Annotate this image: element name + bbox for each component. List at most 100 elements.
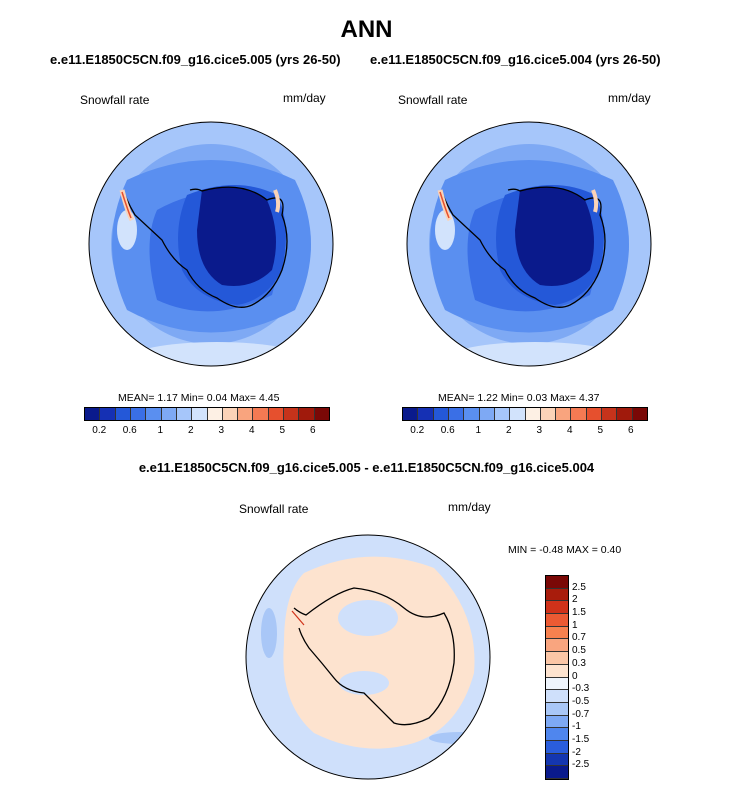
colorbar-swatch (161, 408, 177, 420)
colorbar-tick-label: 2.5 (572, 581, 586, 593)
colorbar-swatch (525, 408, 541, 420)
colorbar-swatch (546, 728, 568, 741)
colorbar-tick-label: 0.6 (122, 425, 137, 436)
colorbar-swatch (299, 408, 315, 420)
colorbar-swatch (494, 408, 511, 420)
colorbar-tick-label: 1.5 (572, 607, 586, 619)
colorbar-swatch (546, 690, 568, 703)
right-polar-map (406, 121, 652, 367)
colorbar-swatch (479, 408, 495, 420)
right-panel-stats: MEAN= 1.22 Min= 0.03 Max= 4.37 (438, 392, 600, 404)
diff-panel-variable-label: Snowfall rate (239, 502, 309, 516)
colorbar-swatch (314, 408, 329, 420)
colorbar-swatch (546, 677, 568, 691)
colorbar-tick-label: 4 (248, 425, 255, 436)
colorbar-tick-label: -1 (572, 721, 581, 733)
colorbar-swatch (176, 408, 193, 420)
colorbar-swatch (115, 408, 131, 420)
colorbar-tick-label: 1 (475, 425, 482, 436)
difference-polar-map (245, 534, 491, 780)
left-colorbar (84, 407, 330, 421)
difference-title: e.e11.E1850C5CN.f09_g16.cice5.005 - e.e1… (138, 460, 595, 475)
colorbar-swatch (222, 408, 239, 420)
right-colorbar (402, 407, 648, 421)
colorbar-swatch (464, 408, 480, 420)
diff-panel-stats: MIN = -0.48 MAX = 0.40 (508, 544, 622, 556)
colorbar-tick-label: 3 (218, 425, 225, 436)
colorbar-tick-label: 0.5 (572, 645, 586, 657)
colorbar-tick-label: 5 (279, 425, 286, 436)
colorbar-swatch (546, 766, 568, 779)
colorbar-swatch (146, 408, 162, 420)
colorbar-swatch (571, 408, 587, 420)
colorbar-tick-label: -2 (572, 746, 581, 758)
colorbar-swatch (546, 753, 568, 767)
colorbar-swatch (207, 408, 223, 420)
colorbar-tick-label: 3 (536, 425, 543, 436)
colorbar-tick-label: 0.2 (92, 425, 107, 436)
left-polar-map (88, 121, 334, 367)
colorbar-swatch (546, 652, 568, 665)
left-panel-variable-label: Snowfall rate (80, 93, 150, 107)
colorbar-tick-label: -0.7 (572, 708, 590, 720)
colorbar-swatch (546, 702, 568, 716)
colorbar-tick-label: 1 (572, 619, 578, 631)
colorbar-tick-label: 6 (309, 425, 316, 436)
colorbar-tick-label: 0.7 (572, 632, 586, 644)
antarctica-coastline (293, 587, 455, 726)
antarctica-interior-low-snow (515, 186, 594, 286)
main-title: ANN (340, 16, 393, 43)
colorbar-swatch (418, 408, 434, 420)
colorbar-swatch (238, 408, 254, 420)
colorbar-tick-label: 0 (572, 670, 578, 682)
right-panel-units: mm/day (608, 91, 651, 105)
colorbar-swatch (546, 588, 568, 602)
colorbar-tick-label: 2 (572, 594, 578, 606)
colorbar-swatch (617, 408, 633, 420)
colorbar-tick-label: 0.6 (440, 425, 455, 436)
colorbar-swatch (433, 408, 449, 420)
colorbar-swatch (546, 626, 568, 640)
difference-colorbar-ticks: 2.5 2 1.5 1 0.7 0.5 0.3 0 -0.3 -0.5 -0.7 -1 -1.5 -2 -2… (572, 575, 612, 780)
left-panel-units: mm/day (283, 91, 326, 105)
colorbar-swatch (284, 408, 300, 420)
colorbar-tick-label: 0.3 (572, 657, 586, 669)
colorbar-swatch (510, 408, 526, 420)
antarctica-coastline (442, 186, 606, 308)
difference-colorbar (545, 575, 569, 780)
left-panel-stats: MEAN= 1.17 Min= 0.04 Max= 4.45 (118, 392, 280, 404)
positive-anomaly-ring (283, 556, 475, 749)
colorbar-swatch (85, 408, 101, 420)
colorbar-swatch (448, 408, 465, 420)
colorbar-swatch (403, 408, 419, 420)
colorbar-swatch (540, 408, 557, 420)
colorbar-swatch (192, 408, 208, 420)
colorbar-swatch (546, 614, 568, 627)
colorbar-tick-label: 5 (597, 425, 604, 436)
right-panel-variable-label: Snowfall rate (398, 93, 468, 107)
subtitle-right-case: e.e11.E1850C5CN.f09_g16.cice5.004 (yrs 2… (370, 52, 661, 67)
colorbar-swatch (546, 601, 568, 615)
left-colorbar-ticks: 0.2 0.6 1 2 3 4 5 6 (84, 425, 328, 439)
colorbar-swatch (632, 408, 647, 420)
diff-panel-units: mm/day (448, 500, 491, 514)
colorbar-swatch (546, 715, 568, 729)
colorbar-swatch (556, 408, 572, 420)
map-boundary-circle (245, 534, 491, 780)
colorbar-swatch (100, 408, 116, 420)
colorbar-swatch (130, 408, 147, 420)
colorbar-tick-label: -2.5 (572, 759, 590, 771)
colorbar-tick-label: 2 (505, 425, 512, 436)
colorbar-tick-label: 0.2 (410, 425, 425, 436)
antarctica-interior-low-snow (197, 186, 276, 286)
colorbar-swatch (546, 740, 568, 754)
colorbar-swatch (253, 408, 269, 420)
colorbar-swatch (546, 639, 568, 653)
colorbar-swatch (546, 576, 568, 589)
subtitle-left-case: e.e11.E1850C5CN.f09_g16.cice5.005 (yrs 2… (50, 52, 341, 67)
colorbar-tick-label: 6 (627, 425, 634, 436)
colorbar-swatch (546, 664, 568, 678)
map-boundary-circle (406, 121, 652, 367)
colorbar-tick-label: -1.5 (572, 733, 590, 745)
colorbar-tick-label: 4 (566, 425, 573, 436)
